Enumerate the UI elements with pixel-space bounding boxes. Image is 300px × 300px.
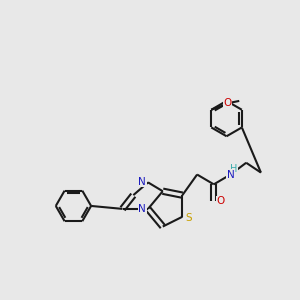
Text: O: O xyxy=(223,98,232,108)
Text: H: H xyxy=(230,164,237,174)
Text: N: N xyxy=(138,177,146,187)
Text: S: S xyxy=(186,213,192,223)
Text: N: N xyxy=(138,205,146,214)
Text: N: N xyxy=(226,169,234,179)
Text: O: O xyxy=(216,196,224,206)
